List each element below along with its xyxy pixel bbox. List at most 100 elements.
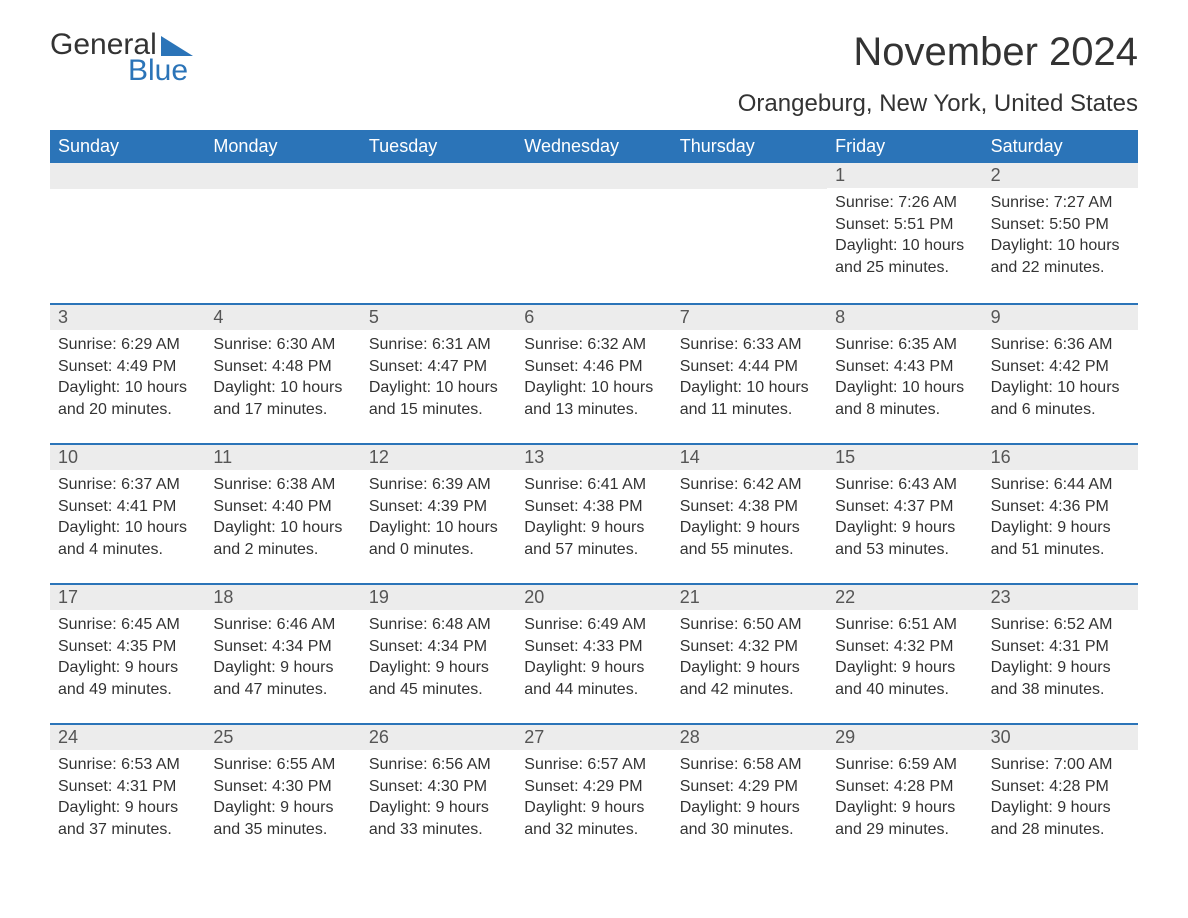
- day-empty: [672, 163, 827, 303]
- sunrise-text: Sunrise: 6:59 AM: [835, 754, 974, 776]
- sunrise-text: Sunrise: 6:51 AM: [835, 614, 974, 636]
- dow-tuesday: Tuesday: [361, 130, 516, 163]
- day-number: 14: [672, 445, 827, 470]
- day-cell: 17Sunrise: 6:45 AMSunset: 4:35 PMDayligh…: [50, 585, 205, 723]
- daylight-text: Daylight: 9 hours and 49 minutes.: [58, 657, 197, 700]
- day-number: 11: [205, 445, 360, 470]
- day-number: 24: [50, 725, 205, 750]
- daylight-text: Daylight: 9 hours and 45 minutes.: [369, 657, 508, 700]
- daylight-text: Daylight: 10 hours and 22 minutes.: [991, 235, 1130, 278]
- day-cell: 25Sunrise: 6:55 AMSunset: 4:30 PMDayligh…: [205, 725, 360, 863]
- day-details: Sunrise: 6:46 AMSunset: 4:34 PMDaylight:…: [205, 610, 360, 718]
- page-subtitle: Orangeburg, New York, United States: [50, 90, 1138, 118]
- day-details: Sunrise: 6:42 AMSunset: 4:38 PMDaylight:…: [672, 470, 827, 578]
- sunset-text: Sunset: 4:37 PM: [835, 496, 974, 518]
- day-cell: 21Sunrise: 6:50 AMSunset: 4:32 PMDayligh…: [672, 585, 827, 723]
- day-number: [205, 163, 360, 189]
- daylight-text: Daylight: 9 hours and 57 minutes.: [524, 517, 663, 560]
- sunset-text: Sunset: 4:29 PM: [680, 776, 819, 798]
- day-cell: 5Sunrise: 6:31 AMSunset: 4:47 PMDaylight…: [361, 305, 516, 443]
- day-details: Sunrise: 6:51 AMSunset: 4:32 PMDaylight:…: [827, 610, 982, 718]
- day-cell: 26Sunrise: 6:56 AMSunset: 4:30 PMDayligh…: [361, 725, 516, 863]
- calendar: SundayMondayTuesdayWednesdayThursdayFrid…: [50, 130, 1138, 863]
- dow-saturday: Saturday: [983, 130, 1138, 163]
- daylight-text: Daylight: 10 hours and 15 minutes.: [369, 377, 508, 420]
- daylight-text: Daylight: 10 hours and 25 minutes.: [835, 235, 974, 278]
- day-details: Sunrise: 6:43 AMSunset: 4:37 PMDaylight:…: [827, 470, 982, 578]
- day-cell: 29Sunrise: 6:59 AMSunset: 4:28 PMDayligh…: [827, 725, 982, 863]
- day-details: Sunrise: 6:56 AMSunset: 4:30 PMDaylight:…: [361, 750, 516, 858]
- day-cell: 2Sunrise: 7:27 AMSunset: 5:50 PMDaylight…: [983, 163, 1138, 303]
- day-cell: 9Sunrise: 6:36 AMSunset: 4:42 PMDaylight…: [983, 305, 1138, 443]
- day-cell: 30Sunrise: 7:00 AMSunset: 4:28 PMDayligh…: [983, 725, 1138, 863]
- day-empty: [516, 163, 671, 303]
- header: General Blue November 2024: [50, 30, 1138, 86]
- day-cell: 7Sunrise: 6:33 AMSunset: 4:44 PMDaylight…: [672, 305, 827, 443]
- sunset-text: Sunset: 4:48 PM: [213, 356, 352, 378]
- day-cell: 19Sunrise: 6:48 AMSunset: 4:34 PMDayligh…: [361, 585, 516, 723]
- day-empty: [205, 163, 360, 303]
- dow-friday: Friday: [827, 130, 982, 163]
- day-number: 16: [983, 445, 1138, 470]
- brand-word2: Blue: [128, 56, 193, 86]
- daylight-text: Daylight: 9 hours and 33 minutes.: [369, 797, 508, 840]
- daylight-text: Daylight: 9 hours and 53 minutes.: [835, 517, 974, 560]
- day-number: [361, 163, 516, 189]
- day-number: 7: [672, 305, 827, 330]
- daylight-text: Daylight: 9 hours and 28 minutes.: [991, 797, 1130, 840]
- day-details: Sunrise: 6:49 AMSunset: 4:33 PMDaylight:…: [516, 610, 671, 718]
- day-cell: 12Sunrise: 6:39 AMSunset: 4:39 PMDayligh…: [361, 445, 516, 583]
- sunrise-text: Sunrise: 6:37 AM: [58, 474, 197, 496]
- sunrise-text: Sunrise: 6:52 AM: [991, 614, 1130, 636]
- sunset-text: Sunset: 5:50 PM: [991, 214, 1130, 236]
- daylight-text: Daylight: 9 hours and 55 minutes.: [680, 517, 819, 560]
- sunset-text: Sunset: 4:38 PM: [680, 496, 819, 518]
- dow-monday: Monday: [205, 130, 360, 163]
- day-number: 22: [827, 585, 982, 610]
- day-number: 13: [516, 445, 671, 470]
- sunset-text: Sunset: 5:51 PM: [835, 214, 974, 236]
- sunset-text: Sunset: 4:34 PM: [213, 636, 352, 658]
- day-details: Sunrise: 6:33 AMSunset: 4:44 PMDaylight:…: [672, 330, 827, 438]
- sunset-text: Sunset: 4:31 PM: [58, 776, 197, 798]
- day-details: Sunrise: 6:38 AMSunset: 4:40 PMDaylight:…: [205, 470, 360, 578]
- sunrise-text: Sunrise: 6:39 AM: [369, 474, 508, 496]
- day-number: [672, 163, 827, 189]
- day-number: 30: [983, 725, 1138, 750]
- day-number: 3: [50, 305, 205, 330]
- week-row: 1Sunrise: 7:26 AMSunset: 5:51 PMDaylight…: [50, 163, 1138, 303]
- day-details: Sunrise: 7:27 AMSunset: 5:50 PMDaylight:…: [983, 188, 1138, 296]
- day-details: Sunrise: 6:44 AMSunset: 4:36 PMDaylight:…: [983, 470, 1138, 578]
- day-cell: 6Sunrise: 6:32 AMSunset: 4:46 PMDaylight…: [516, 305, 671, 443]
- daylight-text: Daylight: 9 hours and 38 minutes.: [991, 657, 1130, 700]
- sunrise-text: Sunrise: 6:46 AM: [213, 614, 352, 636]
- sunrise-text: Sunrise: 6:31 AM: [369, 334, 508, 356]
- day-number: 18: [205, 585, 360, 610]
- sunrise-text: Sunrise: 6:29 AM: [58, 334, 197, 356]
- sunrise-text: Sunrise: 6:55 AM: [213, 754, 352, 776]
- sunrise-text: Sunrise: 6:42 AM: [680, 474, 819, 496]
- day-cell: 18Sunrise: 6:46 AMSunset: 4:34 PMDayligh…: [205, 585, 360, 723]
- day-cell: 11Sunrise: 6:38 AMSunset: 4:40 PMDayligh…: [205, 445, 360, 583]
- daylight-text: Daylight: 10 hours and 20 minutes.: [58, 377, 197, 420]
- sunrise-text: Sunrise: 7:00 AM: [991, 754, 1130, 776]
- day-number: 29: [827, 725, 982, 750]
- sunrise-text: Sunrise: 6:38 AM: [213, 474, 352, 496]
- day-number: 12: [361, 445, 516, 470]
- daylight-text: Daylight: 10 hours and 6 minutes.: [991, 377, 1130, 420]
- day-details: Sunrise: 7:00 AMSunset: 4:28 PMDaylight:…: [983, 750, 1138, 858]
- day-details: Sunrise: 6:30 AMSunset: 4:48 PMDaylight:…: [205, 330, 360, 438]
- daylight-text: Daylight: 10 hours and 17 minutes.: [213, 377, 352, 420]
- day-cell: 13Sunrise: 6:41 AMSunset: 4:38 PMDayligh…: [516, 445, 671, 583]
- sunset-text: Sunset: 4:34 PM: [369, 636, 508, 658]
- sunset-text: Sunset: 4:36 PM: [991, 496, 1130, 518]
- daylight-text: Daylight: 9 hours and 30 minutes.: [680, 797, 819, 840]
- day-cell: 15Sunrise: 6:43 AMSunset: 4:37 PMDayligh…: [827, 445, 982, 583]
- day-details: Sunrise: 6:29 AMSunset: 4:49 PMDaylight:…: [50, 330, 205, 438]
- day-number: 9: [983, 305, 1138, 330]
- sunset-text: Sunset: 4:43 PM: [835, 356, 974, 378]
- day-cell: 20Sunrise: 6:49 AMSunset: 4:33 PMDayligh…: [516, 585, 671, 723]
- week-row: 17Sunrise: 6:45 AMSunset: 4:35 PMDayligh…: [50, 583, 1138, 723]
- day-number: 26: [361, 725, 516, 750]
- day-details: Sunrise: 7:26 AMSunset: 5:51 PMDaylight:…: [827, 188, 982, 296]
